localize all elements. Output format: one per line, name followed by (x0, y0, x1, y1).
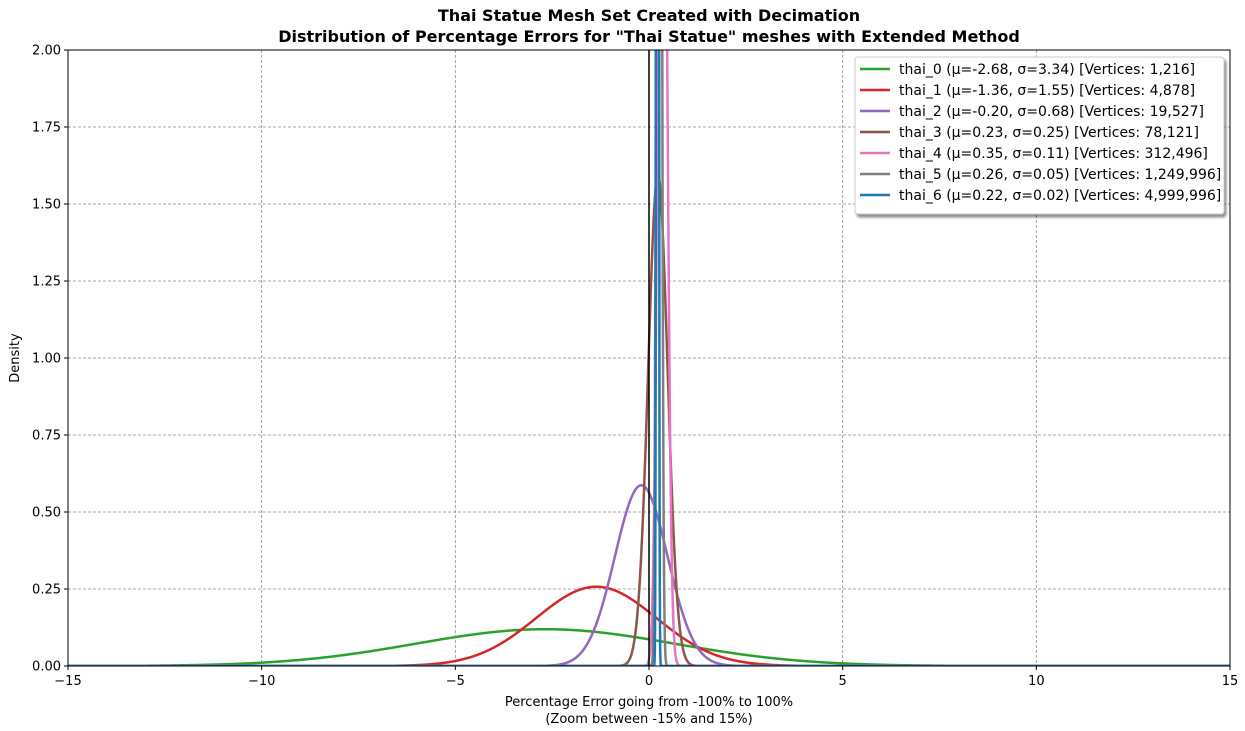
y-tick-label: 0.25 (32, 583, 61, 598)
legend-label-6: thai_6 (μ=0.22, σ=0.02) [Vertices: 4,999… (899, 188, 1221, 204)
legend-label-4: thai_4 (μ=0.35, σ=0.11) [Vertices: 312,4… (899, 146, 1208, 162)
chart-title-line-2: Distribution of Percentage Errors for "T… (278, 27, 1020, 46)
y-axis-ticks: 0.00 0.25 0.50 0.75 1.00 1.25 1.50 1.75 2.00 (32, 44, 68, 675)
y-tick-label: 1.75 (32, 121, 61, 136)
y-tick-label: 1.25 (32, 275, 61, 290)
y-tick-label: 1.00 (32, 352, 61, 367)
x-axis-label-line-2: (Zoom between -15% and 15%) (545, 712, 752, 727)
y-axis-label: Density (8, 333, 23, 383)
y-tick-label: 0.00 (32, 660, 61, 675)
y-tick-label: 2.00 (32, 44, 61, 59)
y-tick-label: 0.75 (32, 429, 61, 444)
x-tick-label: 5 (839, 674, 847, 689)
x-tick-label: 0 (645, 674, 653, 689)
x-tick-label: −15 (54, 674, 81, 689)
x-axis-label-line-1: Percentage Error going from -100% to 100… (505, 695, 793, 710)
y-tick-label: 1.50 (32, 198, 61, 213)
x-axis-ticks: −15 −10 −5 0 5 10 15 (54, 666, 1238, 689)
legend-label-0: thai_0 (μ=-2.68, σ=3.34) [Vertices: 1,21… (899, 62, 1195, 78)
x-tick-label: −10 (248, 674, 275, 689)
legend-label-5: thai_5 (μ=0.26, σ=0.05) [Vertices: 1,249… (899, 167, 1221, 183)
legend-label-1: thai_1 (μ=-1.36, σ=1.55) [Vertices: 4,87… (899, 83, 1195, 99)
legend-box (854, 56, 1225, 215)
legend-label-3: thai_3 (μ=0.23, σ=0.25) [Vertices: 78,12… (899, 125, 1199, 141)
x-tick-label: 15 (1222, 674, 1239, 689)
x-tick-label: −5 (446, 674, 465, 689)
x-tick-label: 10 (1028, 674, 1045, 689)
legend: thai_0 (μ=-2.68, σ=3.34) [Vertices: 1,21… (854, 56, 1225, 215)
chart-title-line-1: Thai Statue Mesh Set Created with Decima… (438, 6, 860, 25)
y-tick-label: 0.50 (32, 506, 61, 521)
legend-label-2: thai_2 (μ=-0.20, σ=0.68) [Vertices: 19,5… (899, 104, 1204, 120)
